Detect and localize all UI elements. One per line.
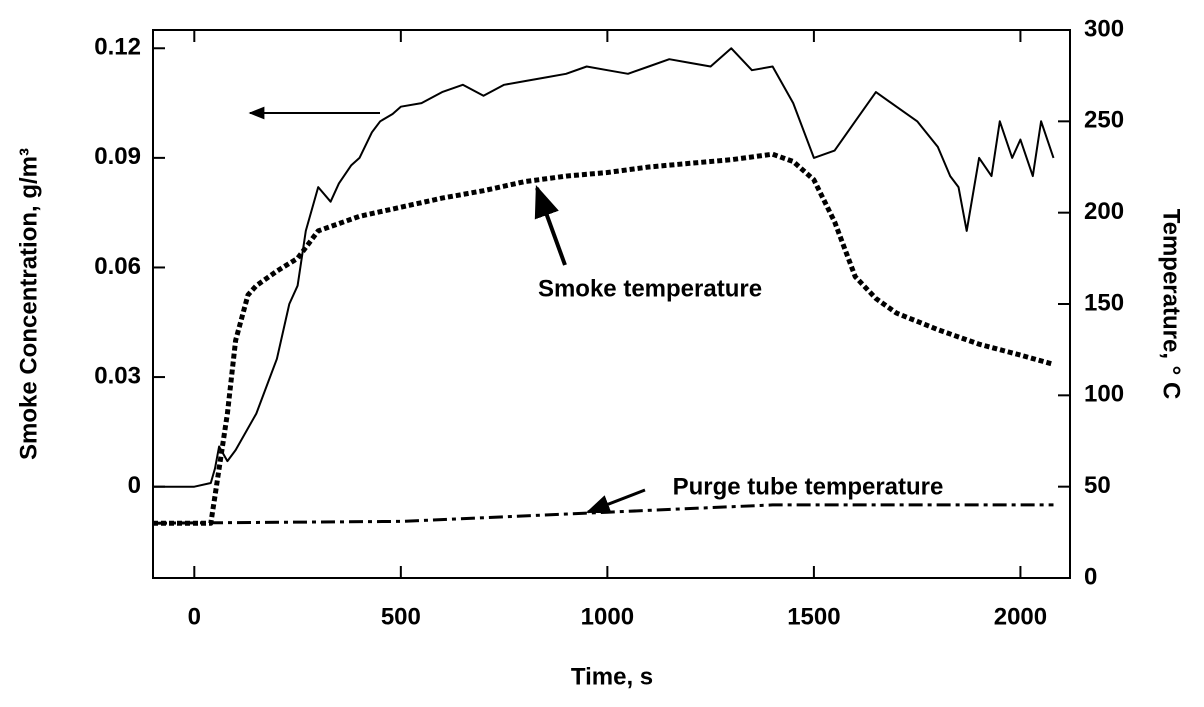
y-axis-label: Smoke Concentration, g/m³ xyxy=(15,148,42,460)
y2-tick-label: 300 xyxy=(1084,15,1124,42)
annotation-arrow xyxy=(585,488,646,514)
x-tick-label: 1000 xyxy=(581,603,634,630)
data-line xyxy=(153,47,1055,488)
y2-tick-label: 100 xyxy=(1084,381,1124,408)
y-tick-label: 0.12 xyxy=(94,34,141,61)
y-tick-label: 0.06 xyxy=(94,253,141,280)
y-tick-label: 0.09 xyxy=(94,143,141,170)
annotation: Purge tube temperature xyxy=(673,473,944,500)
x-tick-label: 2000 xyxy=(994,603,1047,630)
y-tick-label: 0 xyxy=(128,472,141,499)
y2-tick-label: 150 xyxy=(1084,289,1124,316)
annotation: Smoke temperature xyxy=(538,275,762,302)
x-tick-label: 500 xyxy=(381,603,421,630)
data-line xyxy=(153,151,1055,526)
y2-axis-label: Temperature, ° C xyxy=(1158,209,1185,400)
y2-tick-label: 50 xyxy=(1084,472,1111,499)
x-axis-label: Time, s xyxy=(571,663,653,690)
y-tick-label: 0.03 xyxy=(94,362,141,389)
annotation-arrow xyxy=(534,184,567,266)
x-tick-label: 1500 xyxy=(787,603,840,630)
y2-tick-label: 0 xyxy=(1084,563,1097,590)
data-line xyxy=(152,503,1054,525)
y2-tick-label: 200 xyxy=(1084,198,1124,225)
x-tick-label: 0 xyxy=(188,603,201,630)
y2-tick-label: 250 xyxy=(1084,107,1124,134)
